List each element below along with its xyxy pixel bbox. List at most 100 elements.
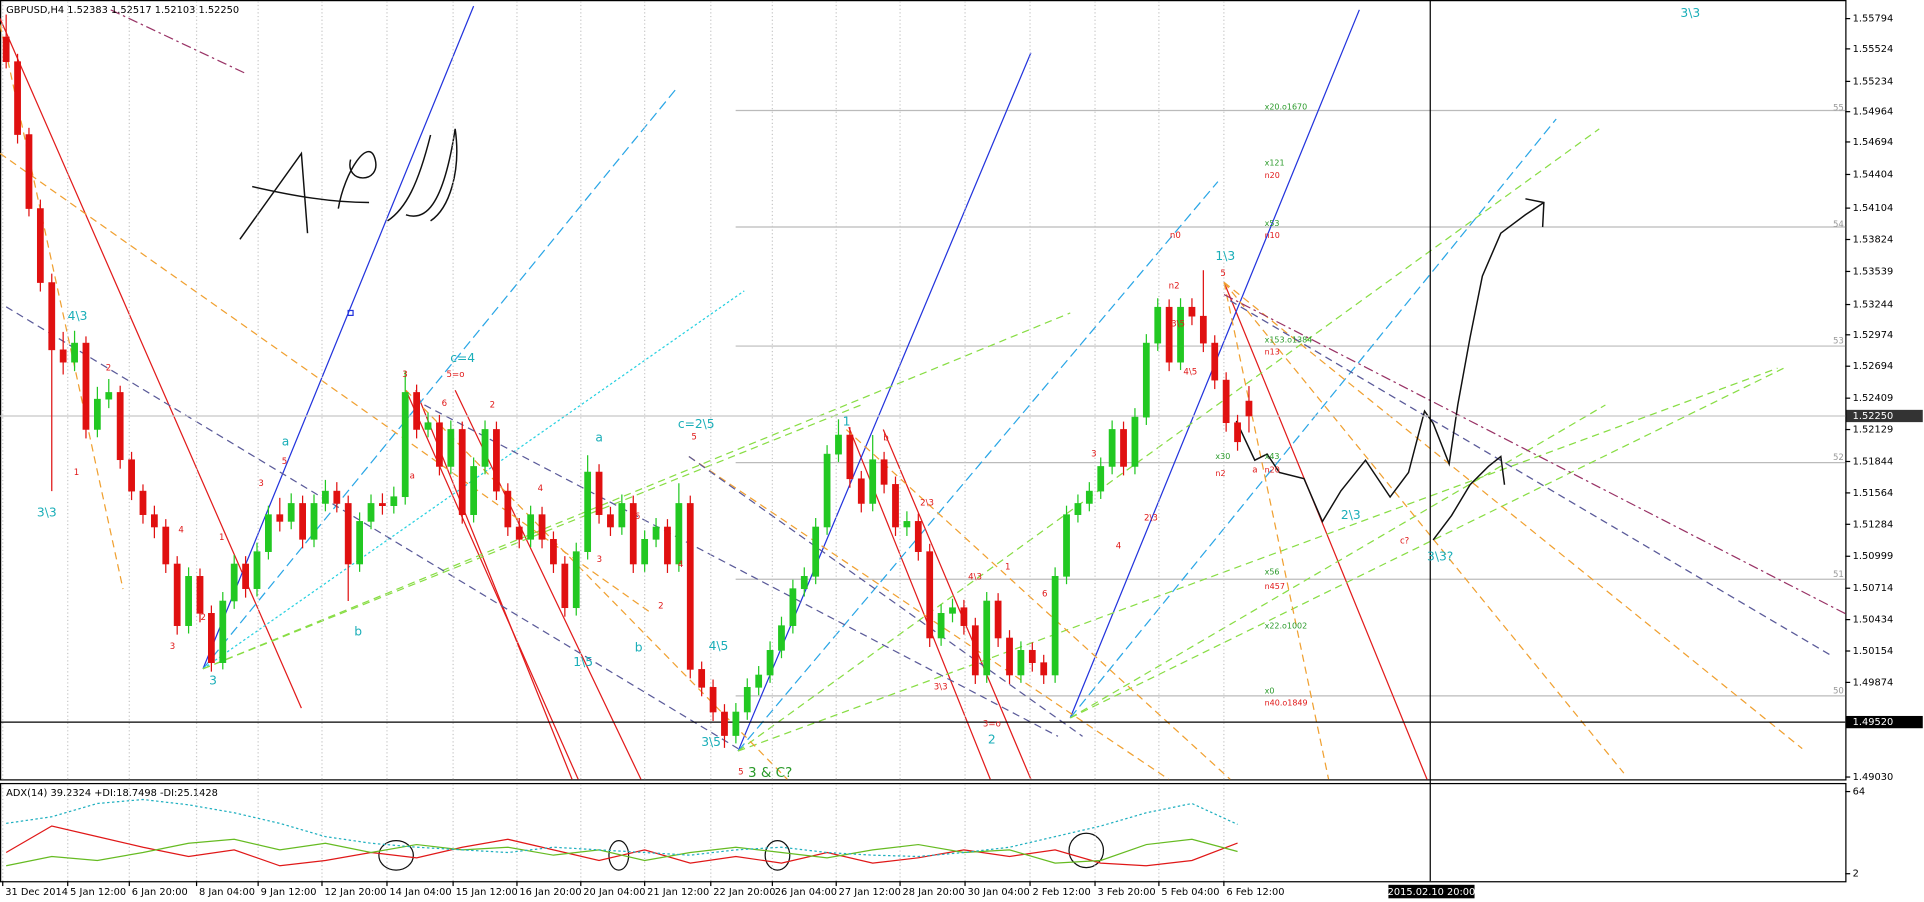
- drawing: [0, 18, 302, 709]
- candle-body: [584, 471, 592, 552]
- drawing: [1432, 455, 1506, 541]
- annotation: 3=o: [983, 720, 1001, 730]
- candle-body: [242, 563, 249, 589]
- drawing: [347, 309, 354, 317]
- chart-title: GBPUSD,H4 1.52383 1.52517 1.52103 1.5225…: [6, 5, 239, 16]
- annotation: 5: [1220, 269, 1225, 279]
- candle-body: [105, 392, 113, 400]
- candle-body: [230, 563, 238, 602]
- candle-body: [572, 551, 580, 609]
- candle-body: [1097, 466, 1105, 492]
- candle-body: [1154, 306, 1162, 344]
- annotation: 3: [209, 674, 217, 688]
- annotation: 3: [402, 370, 407, 380]
- annotation: x0: [1265, 686, 1275, 695]
- candle-body: [1120, 429, 1127, 467]
- drawing: [845, 429, 1231, 780]
- y-tick-label: 1.52409: [1853, 393, 1894, 404]
- candle-body: [71, 342, 78, 363]
- drawing: [1223, 282, 1330, 780]
- candle-body: [789, 588, 797, 626]
- candle-body: [1165, 306, 1173, 363]
- candle-body: [721, 711, 728, 736]
- candle-body: [116, 392, 124, 461]
- annotation: 53: [1833, 337, 1844, 347]
- annotation: 52: [1833, 453, 1844, 463]
- candle-body: [356, 521, 363, 565]
- candle-body: [857, 478, 865, 504]
- candle-body: [800, 576, 808, 589]
- annotation: n0: [1170, 231, 1181, 241]
- annotation: b: [354, 625, 362, 639]
- annotation: 54: [1833, 220, 1844, 230]
- y-tick-label: 1.50999: [1853, 551, 1894, 562]
- annotation: 1: [1005, 562, 1010, 572]
- annotation: 4\5: [709, 639, 729, 653]
- x-tick-label: 15 Jan 12:00: [456, 887, 518, 898]
- x-tick-label: 5 Jan 12:00: [70, 887, 126, 898]
- annotation: 2: [201, 613, 206, 623]
- annotation: x153.o1384: [1265, 335, 1313, 344]
- annotation: 5: [738, 767, 743, 777]
- annotation: 5: [282, 457, 287, 467]
- price-marker-label: 1.49520: [1853, 717, 1894, 728]
- annotation: c=2\5: [678, 417, 715, 431]
- drawing: [1223, 293, 1846, 615]
- candle-body: [926, 551, 934, 639]
- annotation: 1\5: [573, 655, 593, 669]
- drawing: [405, 390, 579, 780]
- candle-body: [196, 576, 204, 614]
- y-tick-label: 1.55794: [1853, 14, 1894, 25]
- candle-body: [1040, 662, 1048, 676]
- candle-body: [823, 453, 831, 528]
- crosshair-label-box: [1388, 884, 1475, 899]
- candle-body: [538, 514, 546, 540]
- annotation: 2\3: [1341, 508, 1361, 522]
- candle-body: [25, 134, 33, 209]
- candle-body: [504, 490, 512, 528]
- candle-body: [743, 687, 751, 713]
- candle-body: [322, 490, 329, 504]
- candle-body: [299, 503, 306, 540]
- x-tick-label: 26 Jan 04:00: [775, 887, 837, 898]
- drawing: [737, 181, 1219, 752]
- annotation: 3: [597, 555, 602, 565]
- annotation: x30: [1215, 452, 1230, 461]
- annotation: x22.o1002: [1265, 621, 1308, 630]
- annotation: 4: [1116, 542, 1121, 552]
- annotation: 51: [1833, 570, 1844, 580]
- candle-body: [185, 576, 192, 626]
- candle-body: [310, 503, 318, 540]
- candle-body: [595, 471, 603, 515]
- x-tick-label: 22 Jan 20:00: [713, 887, 775, 898]
- candle-body: [401, 392, 409, 498]
- candle-body: [493, 429, 500, 492]
- candle-body: [675, 503, 683, 565]
- annotation: 3\5: [1171, 319, 1185, 329]
- drawing: [110, 9, 247, 75]
- candle-body: [390, 496, 398, 506]
- candle-body: [778, 625, 785, 651]
- drawing: [202, 312, 1071, 670]
- drawing-group: [735, 109, 1846, 697]
- annotation: 6: [635, 512, 640, 522]
- annotation: 3\3: [1680, 6, 1700, 20]
- candle-body: [914, 521, 922, 552]
- candle-body: [1028, 650, 1036, 663]
- candle-body: [14, 61, 21, 135]
- candle-body: [527, 514, 535, 540]
- annotation: x121: [1265, 159, 1285, 168]
- annotation: 3: [1091, 450, 1096, 460]
- candle-body: [82, 342, 90, 430]
- y-tick-label: 1.49874: [1853, 677, 1894, 688]
- price-marker-box: [1846, 409, 1923, 423]
- drawing: [1069, 118, 1557, 719]
- y-tick-label: 1.51844: [1853, 457, 1894, 468]
- y-tick-label: 2: [1853, 869, 1859, 880]
- annotation: a: [1252, 466, 1257, 476]
- x-tick-label: 20 Jan 04:00: [583, 887, 645, 898]
- candle-body: [436, 422, 443, 467]
- candle-body: [1234, 422, 1241, 443]
